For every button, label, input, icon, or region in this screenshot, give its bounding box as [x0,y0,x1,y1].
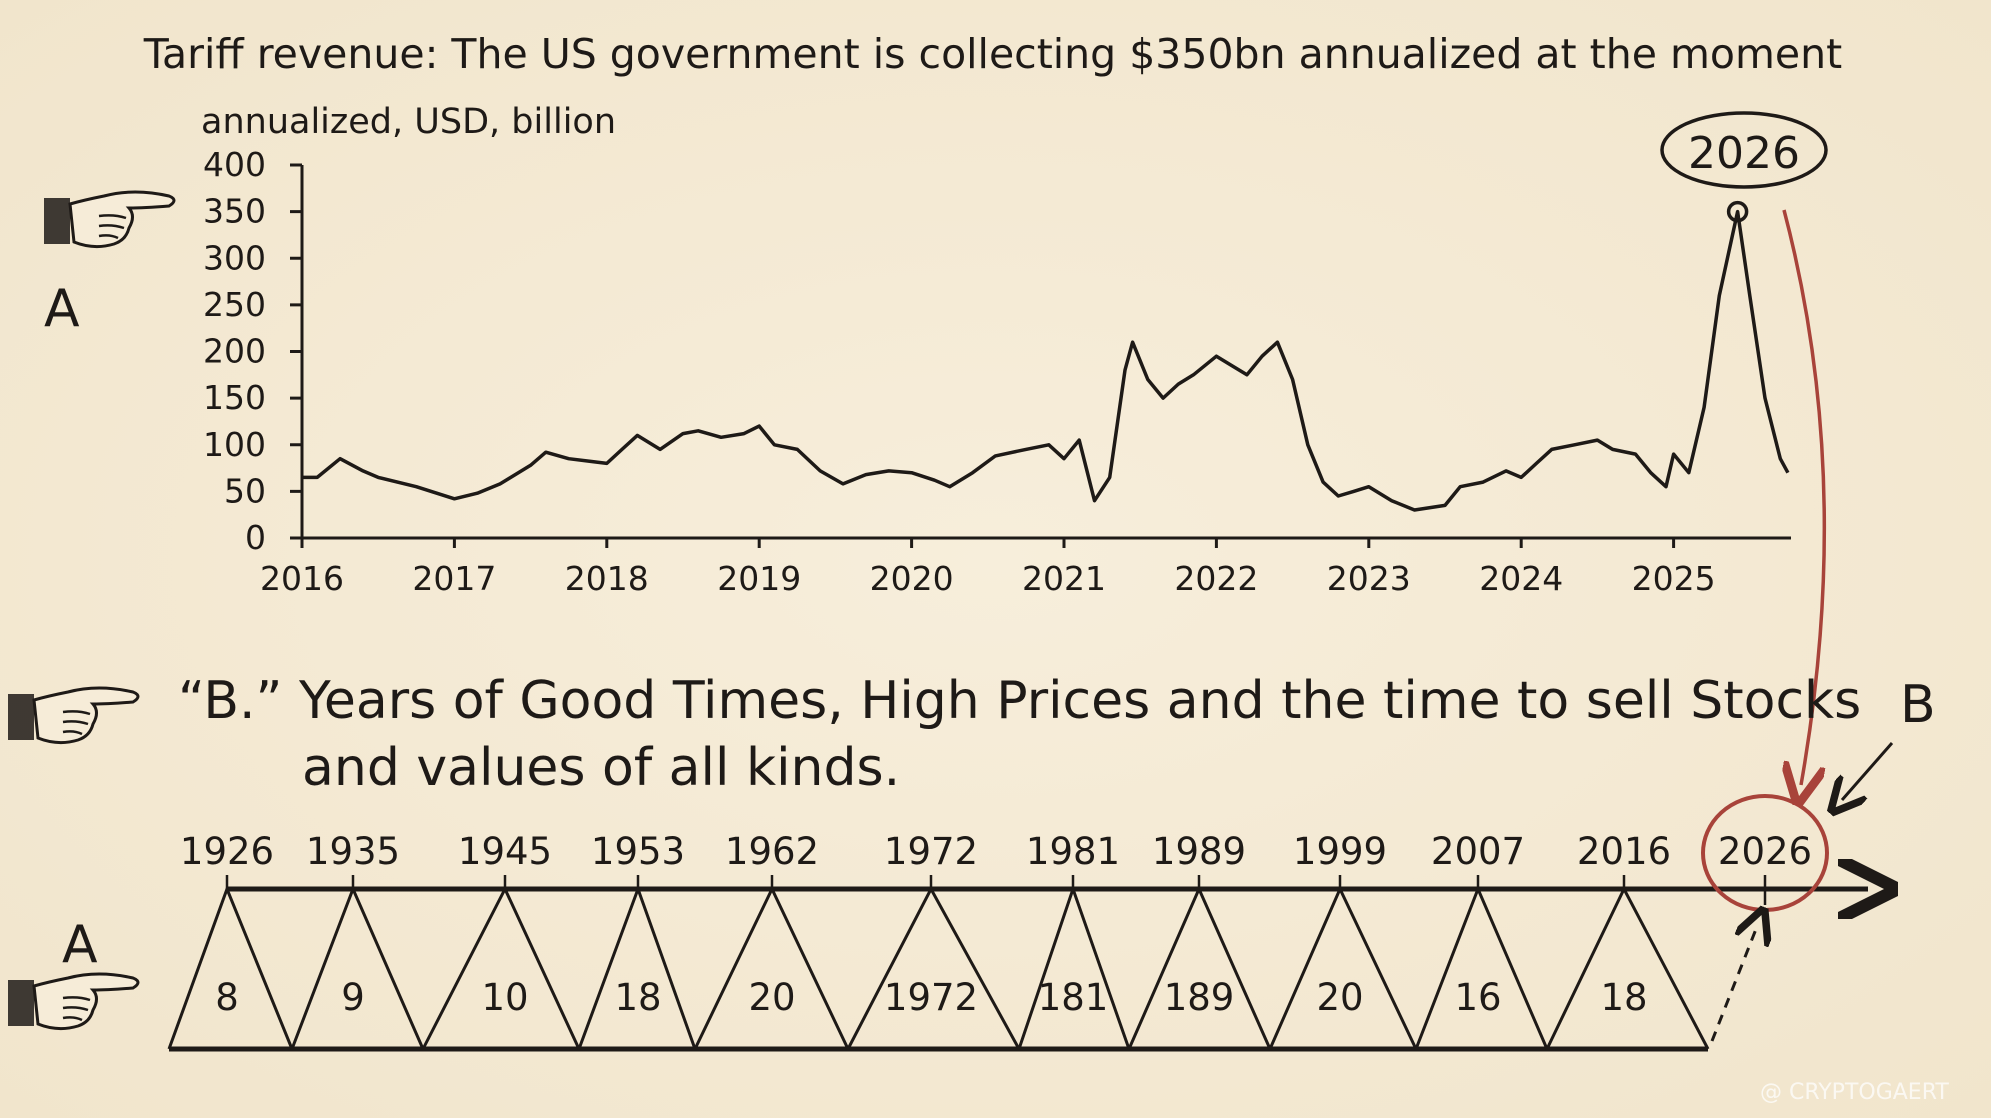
cycle-timeline: 1926 1935 1945 1953 1962 1972 1981 1989 1999 2007… [167,794,1868,1052]
cycle-length-label: 20 [1316,976,1363,1019]
y-axis-label: annualized, USD, billion [201,102,616,142]
cycle-triangle [421,885,581,1050]
highlight-ellipse [1660,111,1828,189]
y-tick-label: 50 [224,471,266,510]
x-tick-label: 2018 [565,559,649,598]
cycle-length-label: 181 [1038,976,1109,1019]
timeline-year: 2007 [1431,830,1525,873]
y-tick-label: 100 [203,425,266,464]
x-ticks: 2016 2017 2018 2019 2020 2021 2022 2023 2024 2025 [260,538,1716,598]
y-tick-label: 150 [203,378,266,417]
timeline-year: 2016 [1577,830,1671,873]
cycle-length-label: 20 [748,976,795,1019]
cycle-triangle [1268,885,1418,1050]
red-arrow [1784,209,1827,785]
timeline-year: 1999 [1293,830,1387,873]
x-tick-label: 2016 [260,559,344,598]
y-tick-label: 400 [203,145,266,184]
b-arrow [1842,742,1894,800]
y-ticks: 0 50 100 150 200 250 300 350 400 [203,145,302,557]
cycle-length-label: 16 [1454,976,1501,1019]
cycle-triangle [167,884,294,1050]
axes [300,165,1791,540]
x-tick-label: 2025 [1632,559,1716,598]
pointing-hand-icon [42,190,176,249]
cycle-triangle [1414,885,1549,1050]
series-line [302,209,1790,512]
label-b: B [1900,675,1936,735]
cycle-triangle [290,885,425,1050]
cycle-length-label: 18 [1600,976,1647,1019]
timeline-year: 1926 [180,830,274,873]
x-tick-label: 2024 [1479,559,1563,598]
quote-line-2: and values of all kinds. [302,738,900,798]
dashed-arrow [1710,924,1758,1042]
highlight-label: 2026 [1688,128,1800,179]
timeline-year: 1962 [725,830,819,873]
timeline-year: 1953 [591,830,685,873]
cycle-length-label: 9 [341,976,365,1019]
chart-title: Tariff revenue: The US government is col… [143,30,1842,78]
label-a-top: A [44,279,80,339]
cycle-triangle [1017,884,1131,1050]
y-tick-label: 250 [203,285,266,324]
cycle-length-label: 10 [481,976,528,1019]
timeline-year: 1972 [884,830,978,873]
label-a-bottom: A [62,915,98,975]
x-tick-label: 2017 [412,559,496,598]
cycle-triangle [693,885,850,1050]
cycle-length-label: 189 [1164,976,1235,1019]
x-tick-label: 2020 [870,559,954,598]
cycle-triangle [1545,885,1710,1050]
watermark: @ CRYPTOGAERT [1760,1080,1949,1105]
cycle-triangle [1127,885,1272,1050]
timeline-year: 1981 [1026,830,1120,873]
pointing-hand-icon [6,686,140,745]
cycle-length-label: 1972 [884,976,978,1019]
quote-line-1: “B.” Years of Good Times, High Prices an… [178,671,1861,731]
timeline-year: 2026 [1718,830,1812,873]
cycle-triangle [846,885,1021,1050]
pointing-hand-icon [6,972,140,1031]
timeline-year: 1935 [306,830,400,873]
cycle-triangle [577,884,697,1050]
y-tick-label: 0 [245,518,266,557]
cycle-length-label: 18 [614,976,661,1019]
timeline-year: 1945 [458,830,552,873]
timeline-year: 1989 [1152,830,1246,873]
peak-marker [1726,200,1749,223]
y-tick-label: 350 [203,192,266,231]
x-tick-label: 2021 [1022,559,1106,598]
cycle-length-label: 8 [215,976,239,1019]
y-tick-label: 300 [203,238,266,277]
x-tick-label: 2023 [1327,559,1411,598]
x-tick-label: 2019 [717,559,801,598]
y-tick-label: 200 [203,332,266,371]
x-tick-label: 2022 [1174,559,1258,598]
